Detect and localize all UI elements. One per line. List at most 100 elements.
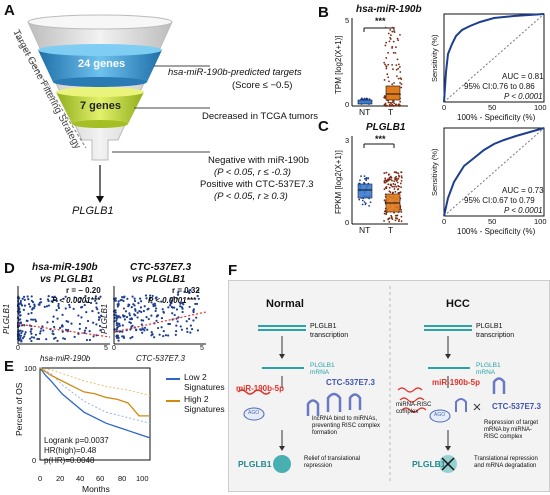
data-point <box>358 198 361 201</box>
data-point <box>389 38 392 40</box>
data-point <box>30 336 33 339</box>
data-point <box>116 305 119 308</box>
data-point <box>97 318 101 321</box>
data-point <box>393 188 396 190</box>
data-point <box>33 305 36 308</box>
data-point <box>30 295 33 298</box>
data-point <box>31 308 34 311</box>
data-point <box>396 37 399 40</box>
data-point <box>78 327 81 330</box>
data-point <box>23 333 27 336</box>
data-point <box>61 330 64 333</box>
data-point <box>56 339 59 343</box>
data-point <box>144 294 148 297</box>
panel-c-roc-ylabel: Sensitivity (%) <box>430 148 439 196</box>
data-point <box>47 295 50 298</box>
hcc-lnc-label: CTC-537E7.3 <box>492 402 541 411</box>
data-point <box>395 64 398 66</box>
criterion-negative-stats: (P < 0.05, r ≤ -0.3) <box>214 167 291 178</box>
panel-b-p: P < 0.0001 <box>504 92 543 101</box>
data-point <box>29 305 32 308</box>
data-point <box>391 179 393 182</box>
d-left-p: P < 0.0001*** <box>52 296 100 305</box>
hcc-ago-label: AGO <box>434 412 446 418</box>
hcc-risc-label: miRNA-RISC complex <box>396 402 432 415</box>
data-point <box>135 328 138 331</box>
km-low-ci-upper <box>39 367 151 424</box>
data-point <box>19 314 22 317</box>
data-point <box>392 51 395 54</box>
data-point <box>124 310 128 313</box>
data-point <box>155 307 158 310</box>
data-point <box>175 330 178 333</box>
data-point <box>190 328 194 331</box>
panel-b-group-t: T <box>388 107 394 117</box>
data-point <box>399 100 402 103</box>
data-point <box>389 29 392 31</box>
data-point <box>51 332 54 335</box>
data-point <box>180 328 184 331</box>
data-point <box>152 304 155 308</box>
data-point <box>27 303 31 306</box>
criterion-positive-stats: (P < 0.05, r ≥ 0.3) <box>214 191 288 202</box>
data-point <box>363 177 366 180</box>
data-point <box>80 316 83 319</box>
data-point <box>169 304 172 307</box>
data-point <box>21 337 25 340</box>
data-point <box>92 321 95 324</box>
data-point <box>399 82 401 84</box>
data-point <box>57 306 61 310</box>
data-point <box>365 179 368 182</box>
data-point <box>197 289 200 292</box>
data-point <box>138 310 141 313</box>
data-point <box>400 175 403 178</box>
data-point <box>400 215 403 218</box>
criterion-predicted-targets: hsa-miR-190b-predicted targets <box>168 67 302 78</box>
d-left-scatter <box>16 286 111 345</box>
data-point <box>174 333 177 336</box>
data-point <box>92 335 95 338</box>
data-point <box>37 337 41 341</box>
hcc-transcription: PLGLB1 transcription <box>476 323 515 339</box>
data-point <box>83 303 86 307</box>
data-point <box>136 316 139 319</box>
data-point <box>117 300 120 303</box>
data-point <box>398 103 400 106</box>
data-point <box>367 177 370 180</box>
data-point <box>45 338 48 341</box>
data-point <box>389 101 392 104</box>
data-point <box>143 326 147 329</box>
data-point <box>130 306 133 309</box>
d-right-r: r = 0.32 <box>172 286 200 295</box>
data-point <box>128 321 131 324</box>
block-mark <box>473 403 481 411</box>
data-point <box>53 295 56 298</box>
data-point <box>384 26 387 29</box>
data-point <box>394 178 397 181</box>
data-point <box>32 336 36 339</box>
data-point <box>33 303 36 306</box>
panel-b-boxplot <box>351 18 408 107</box>
d-right-ylabel: PLGLB1 <box>100 303 109 334</box>
data-point <box>389 191 392 194</box>
data-point <box>388 103 391 106</box>
data-point <box>394 219 397 222</box>
data-point <box>23 335 26 338</box>
data-point <box>397 63 400 66</box>
data-point <box>86 319 90 323</box>
km-stats-phr: p(HR)=0.0048 <box>44 456 95 465</box>
data-point <box>55 309 58 312</box>
data-point <box>388 40 391 43</box>
data-point <box>366 97 369 100</box>
data-point <box>196 294 199 298</box>
data-point <box>70 322 73 325</box>
panel-c-boxplot <box>351 136 408 225</box>
data-point <box>27 297 30 301</box>
panel-c-auc: AUC = 0.73 <box>502 186 544 195</box>
km-stats-hr: HR(high)=0.48 <box>44 446 97 455</box>
data-point <box>396 179 399 181</box>
km-plot <box>39 367 151 461</box>
normal-outcome: Relief of translational repression <box>304 456 361 469</box>
data-point <box>394 52 397 54</box>
data-point <box>128 314 131 317</box>
